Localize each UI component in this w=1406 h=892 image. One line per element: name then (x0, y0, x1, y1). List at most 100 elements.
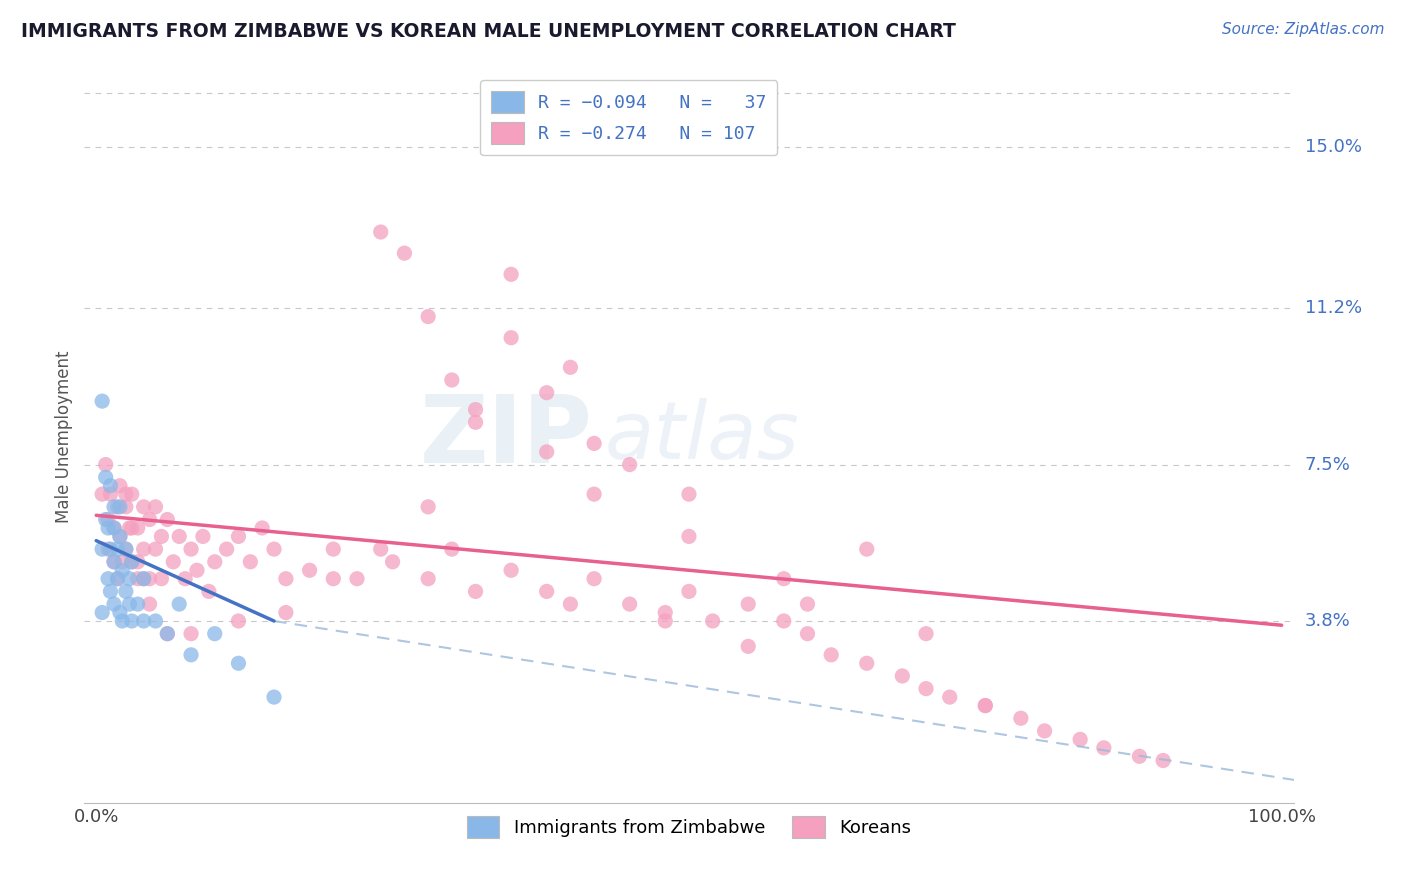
Point (132, 542, 155, 557)
Point (654, 606, 676, 620)
Point (263, 690, 285, 705)
Point (132, 572, 155, 586)
Point (204, 626, 226, 640)
Point (820, 648, 842, 662)
Point (162, 555, 184, 569)
Point (891, 669, 914, 683)
Point (501, 563, 523, 577)
Point (228, 657, 250, 671)
Point (100, 479, 122, 493)
Point (127, 572, 149, 586)
Point (108, 529, 131, 543)
Point (127, 555, 149, 569)
Point (94, 458, 117, 472)
Point (346, 572, 368, 586)
Point (381, 555, 404, 569)
Point (796, 626, 818, 640)
Point (560, 360, 582, 375)
Point (118, 521, 141, 535)
Point (138, 572, 160, 586)
Text: Source: ZipAtlas.com: Source: ZipAtlas.com (1222, 22, 1385, 37)
Point (108, 529, 131, 543)
Point (678, 487, 700, 501)
Point (118, 597, 141, 611)
Point (180, 626, 202, 640)
Point (1152, 754, 1174, 768)
Point (94, 512, 117, 526)
Point (103, 500, 125, 514)
Point (274, 572, 297, 586)
Point (103, 555, 125, 569)
Point (370, 225, 392, 239)
Point (501, 268, 523, 282)
Point (418, 572, 440, 586)
Point (239, 555, 262, 569)
Text: 7.5%: 7.5% (1305, 456, 1351, 474)
Point (108, 479, 131, 493)
Point (619, 597, 641, 611)
Point (263, 542, 285, 557)
Point (174, 572, 197, 586)
Point (250, 521, 273, 535)
Point (440, 373, 463, 387)
Point (180, 542, 202, 557)
Point (91, 394, 114, 409)
Point (108, 606, 131, 620)
Text: ZIP: ZIP (419, 391, 592, 483)
Point (394, 246, 416, 260)
Point (215, 542, 238, 557)
Point (103, 521, 125, 535)
Point (132, 500, 155, 514)
Point (915, 681, 938, 696)
Point (145, 542, 167, 557)
Point (121, 614, 143, 628)
Point (464, 584, 486, 599)
Point (127, 597, 149, 611)
Point (132, 614, 155, 628)
Point (107, 572, 129, 586)
Point (198, 584, 221, 599)
Point (186, 563, 208, 577)
Point (560, 597, 582, 611)
Point (583, 436, 606, 450)
Point (100, 584, 122, 599)
Point (464, 402, 486, 417)
Point (150, 529, 173, 543)
Point (167, 529, 190, 543)
Point (440, 542, 463, 557)
Point (111, 563, 134, 577)
Point (274, 606, 297, 620)
Point (855, 542, 877, 557)
Point (1010, 711, 1032, 725)
Point (103, 555, 125, 569)
Point (115, 542, 138, 557)
Point (107, 572, 129, 586)
Point (108, 500, 131, 514)
Point (322, 572, 344, 586)
Point (138, 597, 160, 611)
Text: 15.0%: 15.0% (1305, 138, 1361, 156)
Point (796, 597, 818, 611)
Point (678, 529, 700, 543)
Point (191, 529, 214, 543)
Point (702, 614, 724, 628)
Point (1092, 740, 1115, 755)
Point (322, 542, 344, 557)
Point (772, 572, 794, 586)
Y-axis label: Male Unemployment: Male Unemployment (55, 351, 73, 524)
Point (103, 597, 125, 611)
Point (228, 529, 250, 543)
Point (418, 500, 440, 514)
Point (370, 542, 392, 557)
Point (132, 572, 155, 586)
Text: IMMIGRANTS FROM ZIMBABWE VS KOREAN MALE UNEMPLOYMENT CORRELATION CHART: IMMIGRANTS FROM ZIMBABWE VS KOREAN MALE … (21, 22, 956, 41)
Point (145, 500, 167, 514)
Point (121, 521, 143, 535)
Text: 3.8%: 3.8% (1305, 612, 1350, 630)
Point (97, 521, 120, 535)
Point (115, 487, 138, 501)
Point (167, 597, 190, 611)
Point (974, 698, 997, 713)
Point (204, 555, 226, 569)
Point (156, 626, 179, 640)
